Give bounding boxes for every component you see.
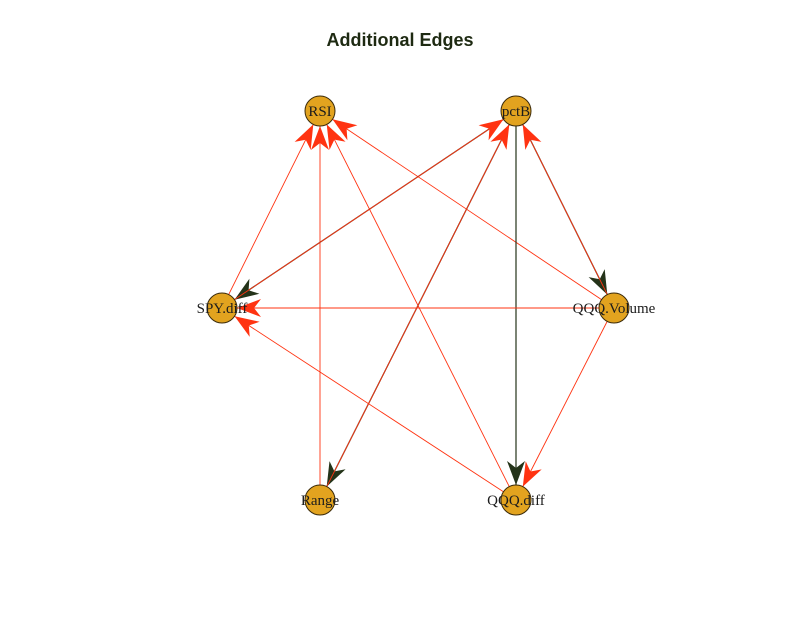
node-label: pctB	[502, 104, 530, 120]
arrowhead-QQQ.Volume-to-QQQ.diff	[522, 461, 542, 487]
node-label: RSI	[308, 104, 331, 120]
node-label: SPY.diff	[197, 301, 248, 317]
node-circle	[500, 95, 532, 127]
arrowhead-QQQ.diff-to-RSI	[326, 124, 346, 150]
nodes-layer: RSI pctB SPY.diff QQQ.Volume Range QQQ.diff	[197, 95, 656, 516]
arrowhead-SPY.diff-to-pctB	[478, 119, 504, 141]
edges-layer	[228, 118, 608, 493]
edge-QQQ.diff-to-SPY.diff	[234, 315, 504, 493]
arrowhead-SPY.diff-to-RSI	[294, 124, 314, 150]
node-circle	[598, 292, 630, 324]
node-SPY.diff[interactable]: SPY.diff	[197, 292, 248, 324]
edge-QQQ.Volume-to-QQQ.diff	[522, 321, 608, 487]
arrowhead-Range-to-pctB	[490, 124, 510, 150]
diagram-title: Additional Edges	[326, 30, 474, 50]
arrowhead-pctB-to-Range	[326, 461, 346, 487]
edge-Range-to-pctB	[326, 124, 510, 487]
arrowhead-QQQ.Volume-to-SPY.diff	[237, 299, 261, 317]
node-circle	[304, 95, 336, 127]
arrowhead-QQQ.diff-to-SPY.diff	[234, 316, 260, 337]
node-circle	[304, 484, 336, 516]
arrowhead-QQQ.Volume-to-RSI	[332, 119, 358, 141]
edge-QQQ.Volume-to-pctB	[522, 124, 608, 295]
edge-SPY.diff-to-RSI	[228, 124, 314, 295]
arrowhead-Range-to-RSI	[311, 126, 329, 150]
node-RSI[interactable]: RSI	[304, 95, 336, 127]
node-QQQ.diff[interactable]: QQQ.diff	[487, 484, 545, 516]
arrowhead-pctB-to-SPY.diff	[234, 278, 260, 300]
edge-SPY.diff-to-pctB	[234, 118, 504, 301]
node-Range[interactable]: Range	[301, 484, 340, 516]
node-label: QQQ.diff	[487, 493, 545, 509]
node-label: QQQ.Volume	[573, 301, 656, 317]
arrowhead-QQQ.Volume-to-pctB	[522, 124, 542, 150]
arrowhead-pctB-to-QQQ.Volume	[588, 269, 608, 295]
node-QQQ.Volume[interactable]: QQQ.Volume	[573, 292, 656, 324]
node-circle	[206, 292, 238, 324]
node-label: Range	[301, 493, 340, 509]
node-pctB[interactable]: pctB	[500, 95, 532, 127]
node-circle	[500, 484, 532, 516]
arrowhead-pctB-to-QQQ.diff	[507, 461, 525, 485]
